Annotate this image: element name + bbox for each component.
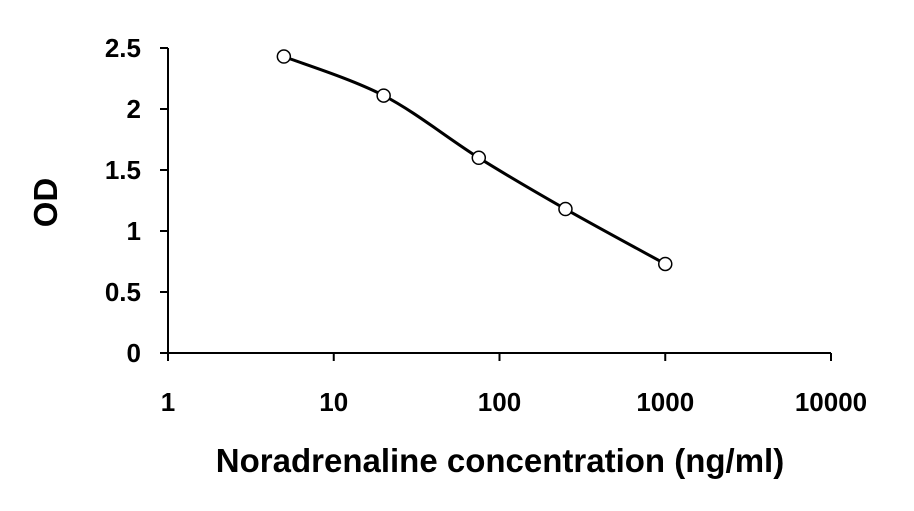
y-tick-label: 1.5 — [105, 155, 141, 185]
data-point — [376, 88, 391, 103]
data-point — [276, 49, 292, 64]
data-point — [658, 256, 673, 272]
y-tick-label: 1 — [127, 216, 141, 246]
labels-layer: Noradrenaline concentration (ng/ml) OD 0… — [27, 33, 867, 479]
y-tick-label: 2 — [127, 94, 141, 124]
x-tick-label: 100 — [478, 387, 521, 417]
x-tick-label: 1000 — [636, 387, 694, 417]
axes — [160, 47, 832, 361]
y-tick-label: 0.5 — [105, 277, 141, 307]
x-axis-title: Noradrenaline concentration (ng/ml) — [216, 442, 784, 479]
y-axis-title: OD — [27, 178, 64, 228]
series-layer — [276, 49, 673, 272]
y-tick-label: 0 — [127, 338, 141, 368]
data-point — [558, 201, 573, 217]
data-point — [471, 150, 487, 166]
y-tick-label: 2.5 — [105, 33, 141, 63]
x-tick-label: 1 — [161, 387, 175, 417]
x-tick-label: 10 — [319, 387, 348, 417]
x-tick-label: 10000 — [795, 387, 867, 417]
